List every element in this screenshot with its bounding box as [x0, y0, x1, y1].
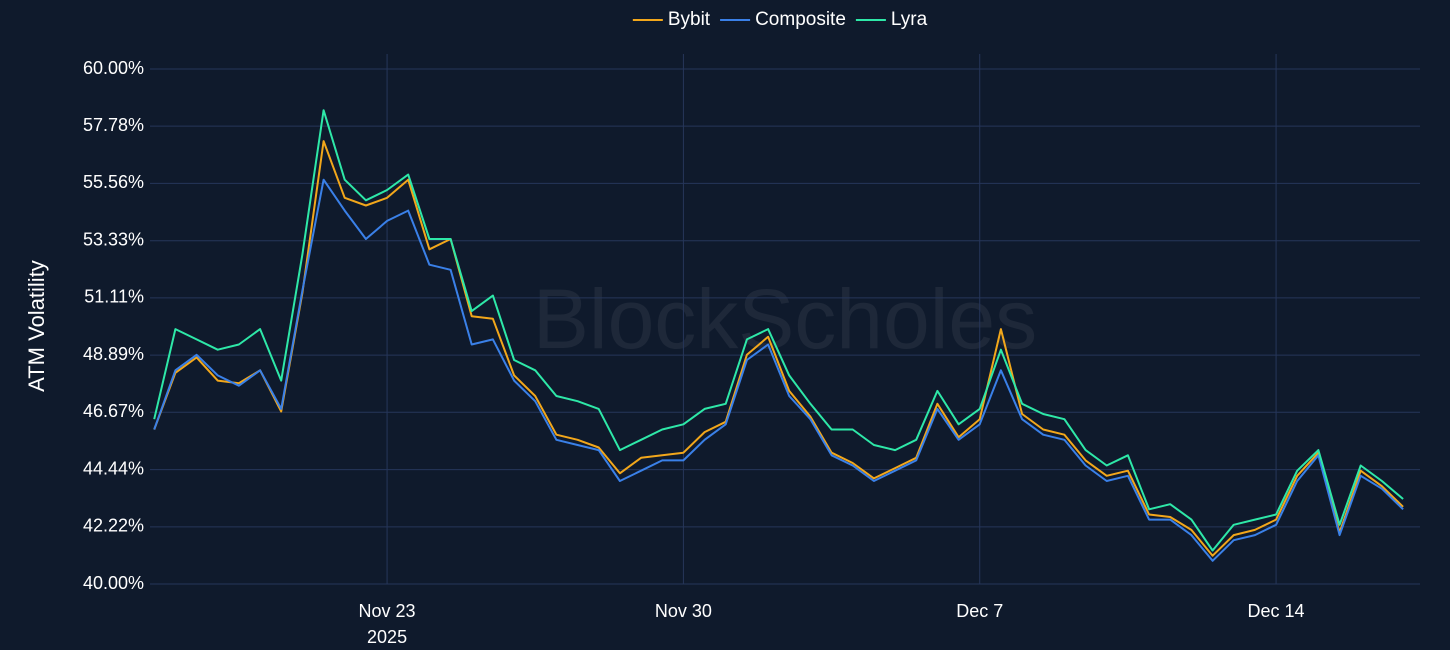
x-tick-label: Nov 30 [655, 601, 712, 621]
plot-area [153, 109, 1404, 562]
legend-label: Composite [755, 9, 846, 30]
legend-label: Lyra [891, 9, 928, 30]
watermark: BlockScholes [533, 272, 1037, 366]
series-line [153, 109, 1404, 552]
legend: Bybit Composite Lyra [632, 9, 928, 30]
y-tick-label: 57.78% [83, 115, 144, 135]
y-tick-label: 55.56% [83, 172, 144, 192]
x-year-label: 2025 [367, 627, 407, 647]
y-tick-label: 53.33% [83, 230, 144, 250]
y-tick-label: 46.67% [83, 401, 144, 421]
y-tick-label: 42.22% [83, 516, 144, 536]
y-tick-label: 40.00% [83, 573, 144, 593]
x-tick-label: Dec 7 [956, 601, 1003, 621]
grid: 40.00% 42.22% 44.44% 46.67% 48.89% 51.11% 53.3… [83, 54, 1420, 647]
series-line [153, 140, 1404, 557]
series-line [153, 178, 1404, 562]
y-tick-label: 51.11% [84, 287, 144, 307]
x-tick-label: Dec 14 [1248, 601, 1305, 621]
x-tick-label: Nov 23 [359, 601, 416, 621]
y-axis-label: ATM Volatility [24, 260, 49, 392]
y-tick-label: 48.89% [83, 344, 144, 364]
y-tick-label: 60.00% [83, 58, 144, 78]
legend-label: Bybit [668, 9, 711, 30]
y-tick-label: 44.44% [83, 458, 144, 478]
